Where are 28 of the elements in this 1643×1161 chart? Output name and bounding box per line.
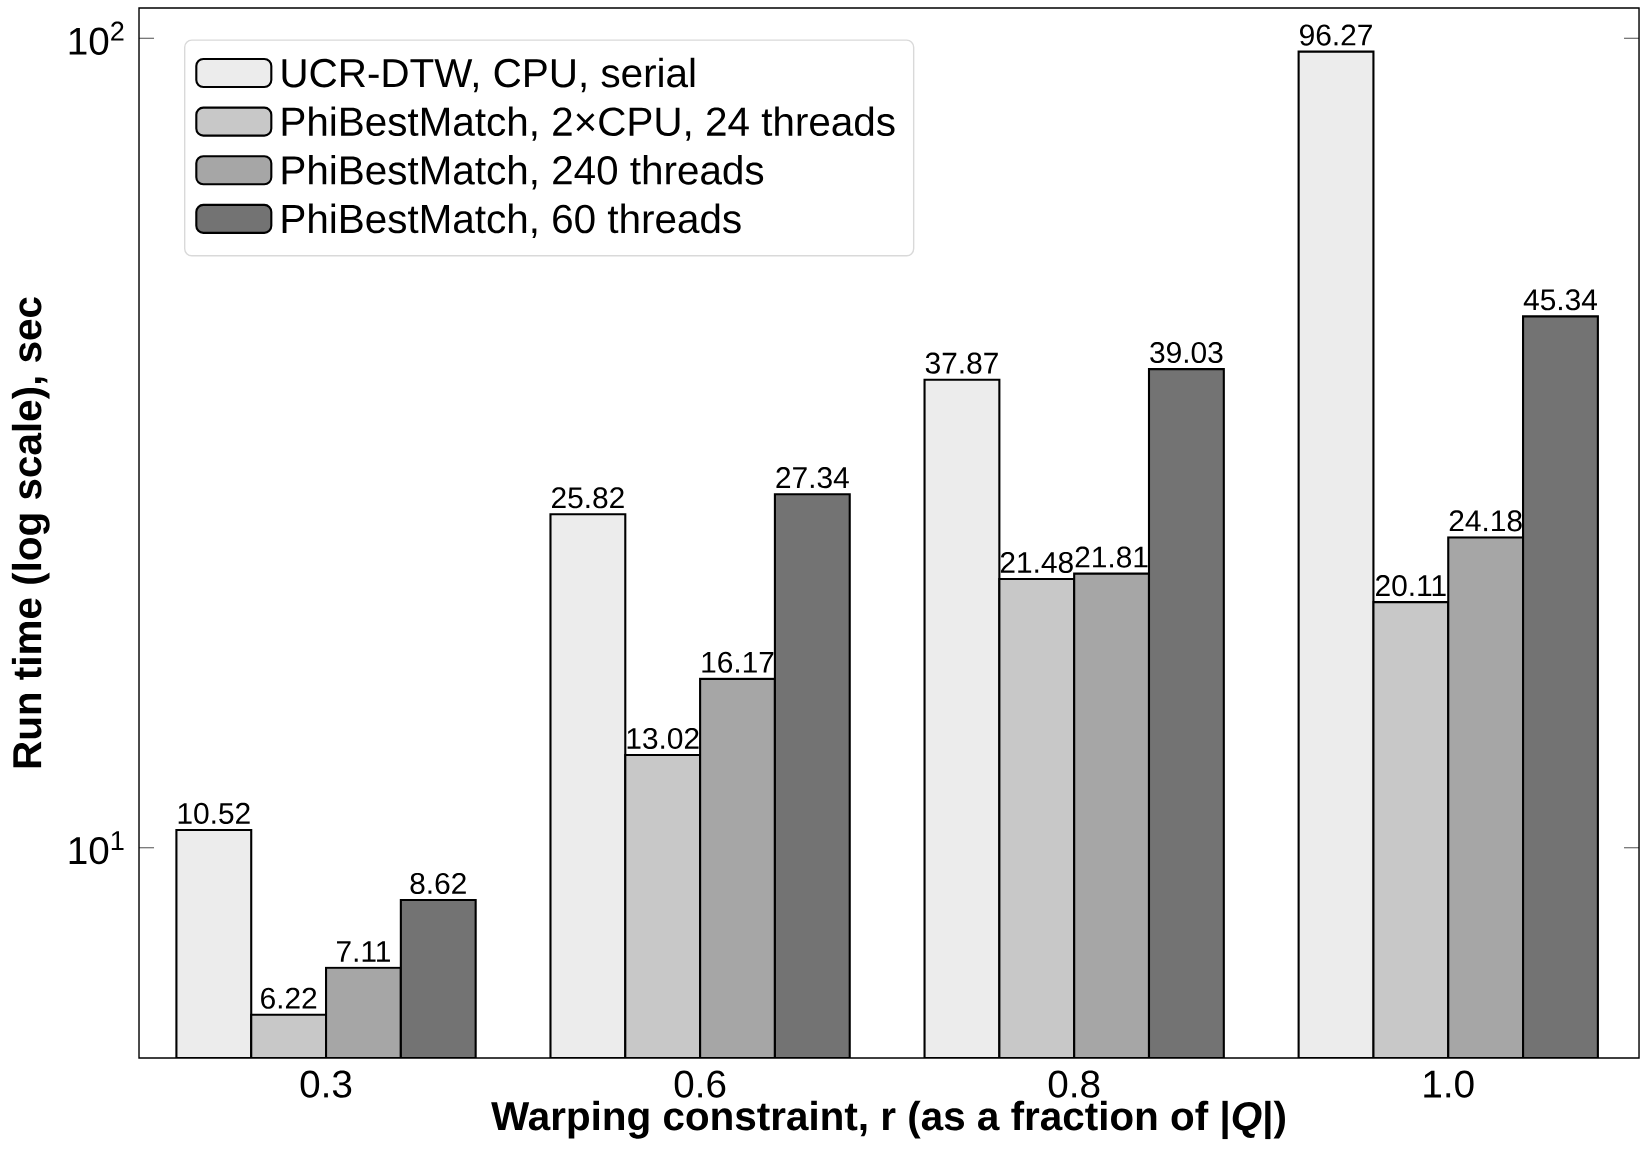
data-label: 7.11: [337, 941, 390, 962]
data-label: 24.18: [1449, 510, 1522, 532]
data-label: 10.52: [178, 802, 250, 824]
y-axis-title: Run time (log scale), sec: [11, 297, 50, 768]
data-label: 13.02: [627, 727, 699, 750]
y-tick-label: 10$^{1}$: [69, 831, 124, 865]
x-tick-label: 0.3: [300, 1070, 352, 1098]
x-tick-label: 0.6: [674, 1070, 726, 1098]
legend-label: PhiBestMatch, 240 threads: [282, 154, 764, 190]
x-axis-title: Warping constraint, r (as a fraction of |Q|): [491, 1100, 1285, 1140]
data-label: 6.22: [261, 987, 317, 1009]
data-label: 21.48: [1000, 551, 1073, 574]
legend-label: PhiBestMatch, 2×CPU, 24 threads: [282, 106, 895, 141]
data-label: 27.34: [776, 467, 849, 489]
data-label: 8.62: [410, 872, 466, 895]
data-label: 45.34: [1523, 289, 1597, 311]
legend-label: UCR-DTW, CPU, serial: [282, 57, 695, 93]
x-tick-label: 1.0: [1424, 1070, 1474, 1098]
data-label: 21.81: [1075, 546, 1148, 568]
data-label: 25.82: [552, 487, 624, 509]
data-label: 20.11: [1376, 575, 1446, 597]
data-label: 39.03: [1150, 341, 1223, 364]
data-label: 37.87: [925, 352, 998, 374]
legend-label: PhiBestMatch, 60 threads: [282, 203, 741, 239]
data-label: 16.17: [702, 651, 774, 673]
y-tick-label: 10$^{2}$: [69, 21, 124, 55]
x-tick-label: 0.8: [1048, 1070, 1100, 1098]
data-label: 96.27: [1300, 24, 1372, 46]
